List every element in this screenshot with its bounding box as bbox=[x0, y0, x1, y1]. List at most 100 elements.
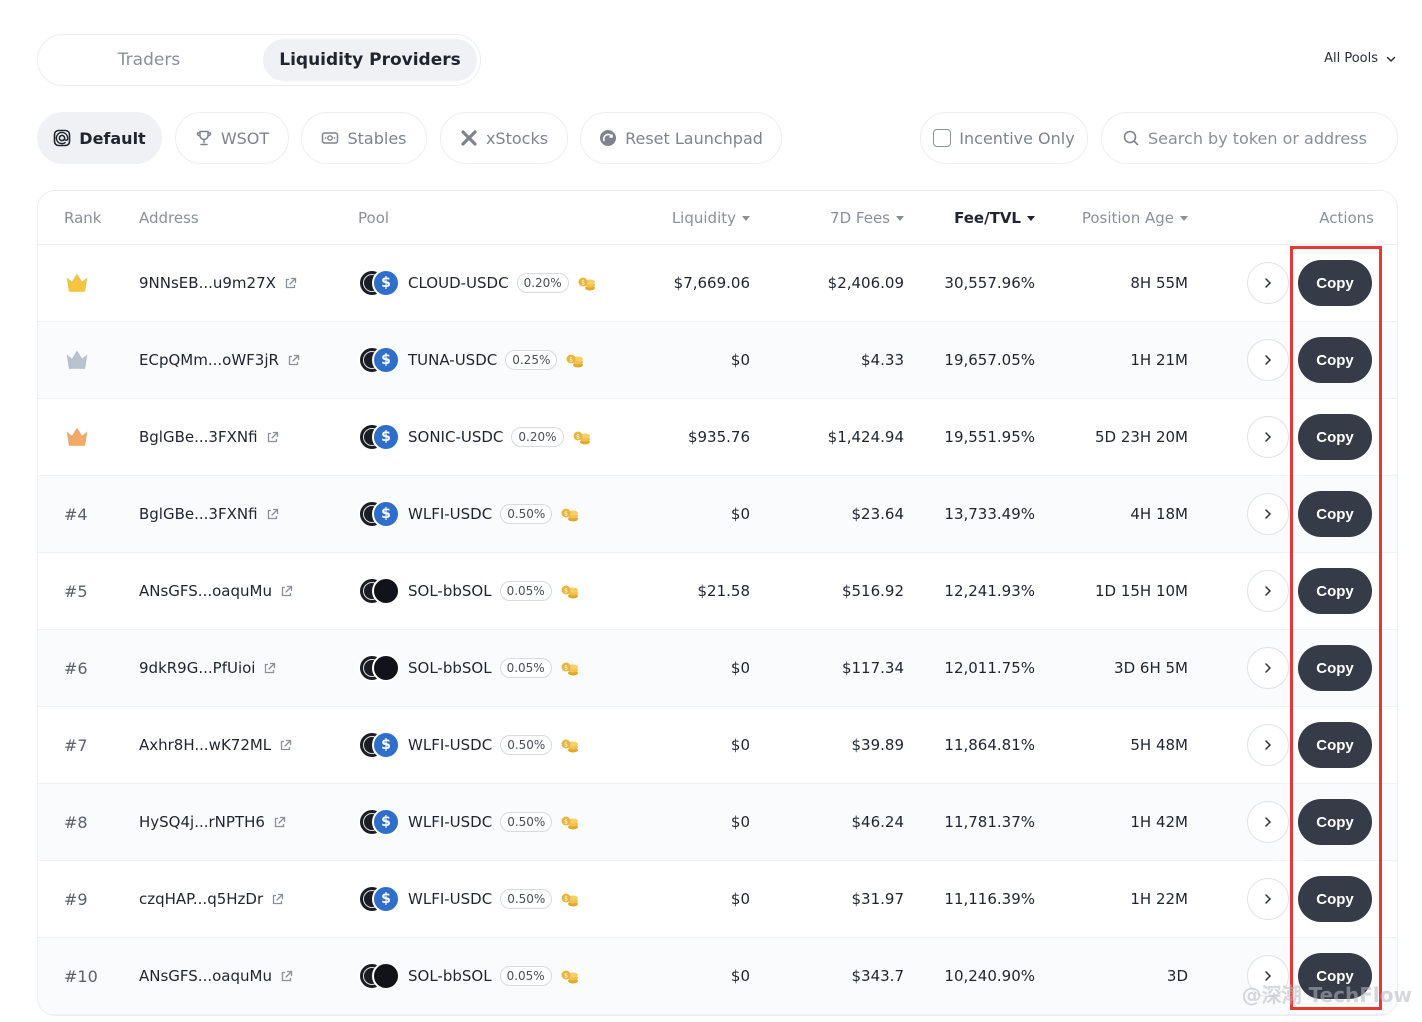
address-link[interactable]: BglGBe...3FXNfi bbox=[139, 476, 279, 552]
external-link-icon[interactable] bbox=[284, 277, 297, 290]
coin-stack-icon: $ bbox=[561, 970, 578, 984]
address-link[interactable]: Axhr8H...wK72ML bbox=[139, 707, 292, 783]
fees-7d-value: $4.33 bbox=[861, 351, 904, 369]
filter-stables[interactable]: Stables bbox=[301, 112, 427, 164]
copy-button[interactable]: Copy bbox=[1298, 568, 1372, 614]
external-link-icon[interactable] bbox=[287, 354, 300, 367]
table-row: #4 BglGBe...3FXNfi $ WLFI-USDC 0.50% $ $… bbox=[38, 476, 1397, 553]
filter-reset-launchpad[interactable]: Reset Launchpad bbox=[580, 112, 782, 164]
pool-filter-dropdown[interactable]: All Pools bbox=[1324, 51, 1396, 66]
external-link-icon[interactable] bbox=[266, 431, 279, 444]
sort-7d-fees[interactable]: 7D Fees bbox=[758, 191, 904, 245]
address-link[interactable]: BglGBe...3FXNfi bbox=[139, 399, 279, 475]
address-link[interactable]: HySQ4j...rNPTH6 bbox=[139, 784, 286, 860]
token-pair-icon: $ bbox=[358, 346, 400, 374]
view-details-button[interactable] bbox=[1247, 416, 1289, 458]
pool-cell[interactable]: $ WLFI-USDC 0.50% $ bbox=[358, 707, 580, 783]
copy-button[interactable]: Copy bbox=[1298, 876, 1372, 922]
external-link-icon[interactable] bbox=[273, 816, 286, 829]
copy-button[interactable]: Copy bbox=[1298, 260, 1372, 306]
view-details-button[interactable] bbox=[1247, 647, 1289, 689]
tab-liquidity-providers[interactable]: Liquidity Providers bbox=[263, 39, 477, 81]
pool-cell[interactable]: $ TUNA-USDC 0.25% $ bbox=[358, 322, 585, 398]
filter-default[interactable]: Default bbox=[37, 112, 162, 164]
sort-position-age[interactable]: Position Age bbox=[1048, 191, 1188, 245]
search-field[interactable]: Search by token or address bbox=[1101, 112, 1398, 164]
address-link[interactable]: ANsGFS...oaquMu bbox=[139, 553, 293, 629]
external-link-icon[interactable] bbox=[271, 893, 284, 906]
external-link-icon[interactable] bbox=[279, 739, 292, 752]
pool-cell[interactable]: $ WLFI-USDC 0.50% $ bbox=[358, 861, 580, 937]
copy-button[interactable]: Copy bbox=[1298, 799, 1372, 845]
address-link[interactable]: 9dkR9G...PfUioi bbox=[139, 630, 276, 706]
svg-text:$: $ bbox=[576, 434, 580, 441]
address-link[interactable]: ANsGFS...oaquMu bbox=[139, 938, 293, 1014]
liquidity-value: $0 bbox=[730, 890, 750, 908]
column-actions: Actions bbox=[1319, 209, 1374, 227]
liquidity-value: $0 bbox=[730, 967, 750, 985]
chevron-right-icon bbox=[1265, 817, 1272, 827]
pool-cell[interactable]: SOL-bbSOL 0.05% $ bbox=[358, 630, 580, 706]
pool-name: SONIC-USDC bbox=[408, 428, 504, 446]
rank-cell: #6 bbox=[64, 630, 88, 706]
copy-button[interactable]: Copy bbox=[1298, 491, 1372, 537]
view-details-button[interactable] bbox=[1247, 878, 1289, 920]
column-7d-fees: 7D Fees bbox=[830, 209, 890, 227]
view-details-button[interactable] bbox=[1247, 955, 1289, 997]
wallet-address: ANsGFS...oaquMu bbox=[139, 582, 272, 600]
address-link[interactable]: ECpQMm...oWF3jR bbox=[139, 322, 300, 398]
view-details-button[interactable] bbox=[1247, 570, 1289, 612]
token-pair-icon: $ bbox=[358, 808, 400, 836]
incentive-only-checkbox[interactable] bbox=[933, 129, 952, 147]
pool-cell[interactable]: $ WLFI-USDC 0.50% $ bbox=[358, 784, 580, 860]
watermark-text: @深潮 TechFlow bbox=[1241, 983, 1412, 1007]
pool-cell[interactable]: $ CLOUD-USDC 0.20% $ bbox=[358, 245, 597, 321]
fee-tier-badge: 0.50% bbox=[500, 504, 553, 524]
chevron-right-icon bbox=[1265, 278, 1272, 288]
copy-button[interactable]: Copy bbox=[1298, 645, 1372, 691]
wallet-address: BglGBe...3FXNfi bbox=[139, 505, 258, 523]
pool-cell[interactable]: SOL-bbSOL 0.05% $ bbox=[358, 938, 580, 1014]
filter-wsot[interactable]: WSOT bbox=[175, 112, 289, 164]
external-link-icon[interactable] bbox=[280, 970, 293, 983]
pool-cell[interactable]: $ SONIC-USDC 0.20% $ bbox=[358, 399, 592, 475]
external-link-icon[interactable] bbox=[280, 585, 293, 598]
token-pair-icon bbox=[358, 962, 400, 990]
coin-stack-icon: $ bbox=[561, 585, 578, 599]
tab-traders[interactable]: Traders bbox=[117, 50, 181, 70]
sort-liquidity[interactable]: Liquidity bbox=[598, 191, 750, 245]
view-details-button[interactable] bbox=[1247, 493, 1289, 535]
fee-tier-badge: 0.20% bbox=[511, 427, 564, 447]
pool-cell[interactable]: SOL-bbSOL 0.05% $ bbox=[358, 553, 580, 629]
view-details-button[interactable] bbox=[1247, 262, 1289, 304]
incentive-only-toggle[interactable]: Incentive Only bbox=[920, 112, 1088, 164]
column-fee-tvl: Fee/TVL bbox=[954, 209, 1021, 227]
silver-medal-icon bbox=[66, 350, 88, 369]
sort-fee-tvl[interactable]: Fee/TVL bbox=[918, 191, 1035, 245]
fees-7d-value: $46.24 bbox=[851, 813, 905, 831]
fees-7d-value: $31.97 bbox=[851, 890, 905, 908]
fee-tier-badge: 0.05% bbox=[499, 581, 552, 601]
coin-stack-icon: $ bbox=[578, 277, 595, 291]
copy-button[interactable]: Copy bbox=[1298, 414, 1372, 460]
copy-button[interactable]: Copy bbox=[1298, 722, 1372, 768]
copy-button[interactable]: Copy bbox=[1298, 337, 1372, 383]
rank-cell: #7 bbox=[64, 707, 88, 783]
external-link-icon[interactable] bbox=[266, 508, 279, 521]
filter-xstocks[interactable]: xStocks bbox=[440, 112, 568, 164]
table-header: Rank Address Pool Liquidity 7D Fees Fee/… bbox=[38, 191, 1397, 245]
pool-cell[interactable]: $ WLFI-USDC 0.50% $ bbox=[358, 476, 580, 552]
rank-cell: #4 bbox=[64, 476, 88, 552]
table-row: BglGBe...3FXNfi $ SONIC-USDC 0.20% $ $93… bbox=[38, 399, 1397, 476]
position-age-value: 8H 55M bbox=[1130, 274, 1188, 292]
fee-tvl-value: 12,241.93% bbox=[944, 582, 1035, 600]
address-link[interactable]: 9NNsEB...u9m27X bbox=[139, 245, 297, 321]
address-link[interactable]: czqHAP...q5HzDr bbox=[139, 861, 284, 937]
external-link-icon[interactable] bbox=[263, 662, 276, 675]
copy-button[interactable]: Copy bbox=[1298, 953, 1372, 999]
view-details-button[interactable] bbox=[1247, 801, 1289, 843]
view-details-button[interactable] bbox=[1247, 724, 1289, 766]
view-details-button[interactable] bbox=[1247, 339, 1289, 381]
table-row: #5 ANsGFS...oaquMu SOL-bbSOL 0.05% $ $21… bbox=[38, 553, 1397, 630]
